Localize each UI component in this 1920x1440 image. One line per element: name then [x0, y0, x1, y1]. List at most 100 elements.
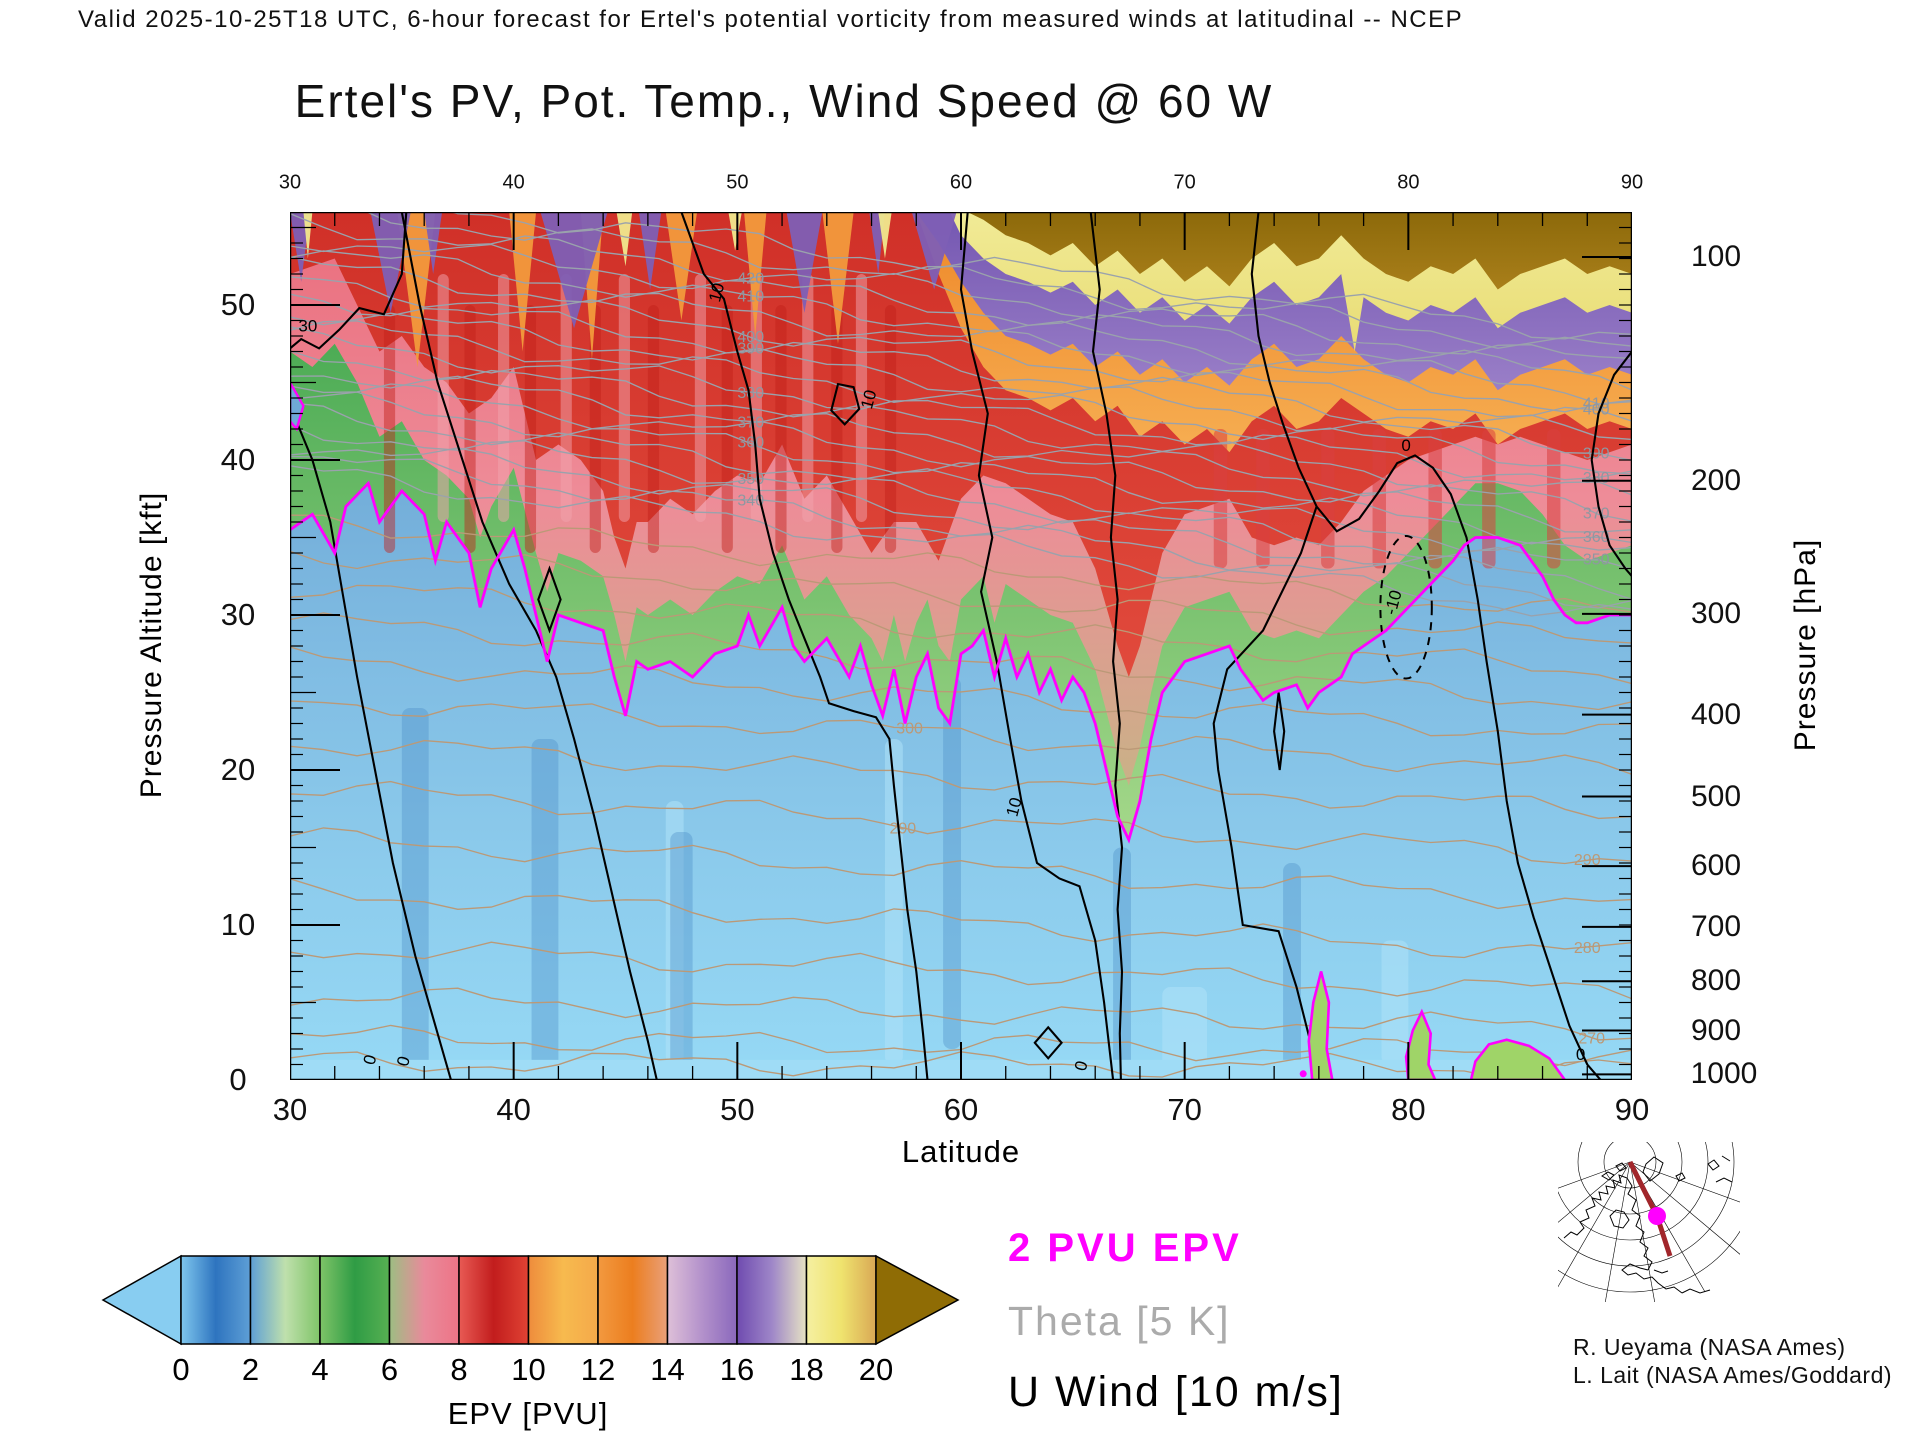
- map-parallel: [1603, 1142, 1657, 1189]
- colorbar-segment: [180, 1255, 252, 1345]
- x-tick-label-top: 80: [1397, 171, 1420, 194]
- x-tick-label-top: 40: [502, 171, 525, 194]
- plot-title: Ertel's PV, Pot. Temp., Wind Speed @ 60 …: [294, 75, 1274, 127]
- map-parallel: [1558, 1230, 1740, 1293]
- colorbar-tick-label: 10: [511, 1352, 546, 1387]
- y-tick-label-kft: 10: [220, 907, 256, 942]
- map-coastline: [1601, 1171, 1615, 1181]
- theta-contour-label: 360: [1583, 529, 1610, 546]
- theta-contour-label: 400: [737, 329, 764, 346]
- y-tick-label-hpa: 100: [1690, 239, 1742, 273]
- colorbar-tick-label: 14: [650, 1352, 685, 1387]
- colorbar-tick-label: 6: [380, 1352, 399, 1387]
- x-tick-label-top: 90: [1620, 171, 1644, 194]
- wind-contour-label: 30: [298, 317, 317, 336]
- theta-contour-label: 380: [1583, 470, 1610, 487]
- y-tick-label-hpa: 600: [1690, 849, 1742, 883]
- map-coastline: [1621, 1263, 1683, 1294]
- colorbar-segment: [736, 1255, 808, 1345]
- theta-contour-label: 390: [1583, 445, 1610, 462]
- y-tick-label-kft: 20: [220, 752, 256, 787]
- map-coastline: [1626, 1177, 1653, 1271]
- map-coastline: [1675, 1172, 1686, 1182]
- x-axis-title: Latitude: [901, 1134, 1021, 1169]
- y-tick-label-hpa: 800: [1690, 964, 1742, 998]
- theta-contour-label: 270: [1578, 1030, 1605, 1047]
- colorbar-title: EPV [PVU]: [447, 1396, 609, 1431]
- colorbar-segment: [319, 1255, 391, 1345]
- epv-colorbar: [101, 1254, 960, 1346]
- map-parallel: [1558, 1142, 1735, 1267]
- map-coastline: [1681, 1288, 1711, 1294]
- valid-time-header: Valid 2025-10-25T18 UTC, 6-hour forecast…: [78, 6, 1464, 33]
- map-cross-section-track: [1627, 1160, 1673, 1257]
- map-meridian: [1629, 1161, 1655, 1302]
- theta-contour-label: 410: [737, 288, 764, 305]
- map-parallel: [1577, 1142, 1683, 1215]
- theta-contour-label: 350: [737, 471, 764, 488]
- y-tick-label-hpa: 1000: [1690, 1057, 1758, 1091]
- map-coastline: [1715, 1177, 1733, 1183]
- map-meridian: [1605, 1161, 1631, 1302]
- theta-contour-label: 340: [737, 492, 764, 509]
- theta-contour-label: 280: [1574, 940, 1601, 957]
- colorbar-segment: [527, 1255, 599, 1345]
- theta-contour-label: 290: [1574, 852, 1601, 869]
- colorbar-tick-label: 18: [789, 1352, 824, 1387]
- theta-contour-label: 390: [737, 340, 764, 357]
- theta-contour-label: 290: [889, 821, 916, 838]
- y-tick-label-hpa: 700: [1690, 909, 1742, 943]
- y-tick-label-hpa: 300: [1690, 596, 1742, 630]
- theta-contour-label: 360: [737, 435, 764, 452]
- theta-contour-label: 400: [1583, 402, 1610, 419]
- x-tick-label-bottom: 40: [496, 1092, 531, 1127]
- map-meridian: [1558, 1161, 1631, 1189]
- colorbar-segment: [805, 1255, 877, 1345]
- map-meridian: [1558, 1161, 1631, 1288]
- wind-contour-label: 10: [705, 281, 728, 304]
- x-tick-label-top: 70: [1173, 171, 1196, 194]
- theta-contour-label: 420: [737, 270, 764, 287]
- colorbar-segment: [249, 1255, 321, 1345]
- colorbar-tick-label: 8: [450, 1352, 468, 1387]
- wind-contour-label: 0: [1401, 436, 1410, 455]
- map-location-dot: [1648, 1207, 1666, 1225]
- colorbar-segment: [597, 1255, 669, 1345]
- x-tick-label-bottom: 90: [1614, 1092, 1650, 1127]
- right-axis-title: Pressure [hPa]: [1789, 538, 1822, 752]
- map-coastline: [1653, 1269, 1669, 1274]
- colorbar-arrow-left: [101, 1254, 182, 1346]
- y-tick-label-kft: 40: [220, 442, 256, 477]
- map-coastline: [1615, 1162, 1627, 1172]
- y-tick-label-hpa: 400: [1690, 697, 1742, 731]
- wind-contour-label: 0: [360, 1053, 381, 1067]
- theta-contour-label: 370: [737, 415, 764, 432]
- wind-contour-label: 0: [1576, 1045, 1585, 1064]
- map-meridian: [1629, 1161, 1740, 1203]
- colorbar-segment: [666, 1255, 738, 1345]
- left-axis-title: Pressure Altitude [kft]: [135, 491, 168, 799]
- y-tick-label-kft: 30: [220, 597, 256, 632]
- x-tick-label-top: 50: [726, 171, 749, 194]
- x-tick-label-bottom: 60: [943, 1092, 979, 1127]
- map-coastline: [1609, 1209, 1630, 1229]
- y-tick-label-hpa: 900: [1690, 1013, 1742, 1047]
- map-coastline: [1721, 1155, 1731, 1162]
- y-tick-label-kft: 0: [229, 1062, 247, 1097]
- map-coastline: [1707, 1159, 1720, 1171]
- y-tick-label-kft: 50: [220, 287, 256, 322]
- location-inset-map: [1558, 1142, 1740, 1302]
- colorbar-segment: [388, 1255, 460, 1345]
- x-tick-label-bottom: 30: [272, 1092, 308, 1127]
- y-tick-label-hpa: 200: [1690, 463, 1742, 497]
- x-tick-label-bottom: 70: [1167, 1092, 1202, 1127]
- wind-contour-label: 10: [857, 388, 880, 411]
- colorbar-tick-label: 4: [311, 1352, 329, 1387]
- wind-contour-label: 0: [393, 1054, 414, 1068]
- theta-contour-label: 300: [896, 720, 923, 737]
- x-tick-label-top: 30: [278, 171, 302, 194]
- x-tick-label-bottom: 80: [1391, 1092, 1426, 1127]
- map-coastline: [1563, 1174, 1628, 1239]
- x-tick-label-bottom: 50: [720, 1092, 755, 1127]
